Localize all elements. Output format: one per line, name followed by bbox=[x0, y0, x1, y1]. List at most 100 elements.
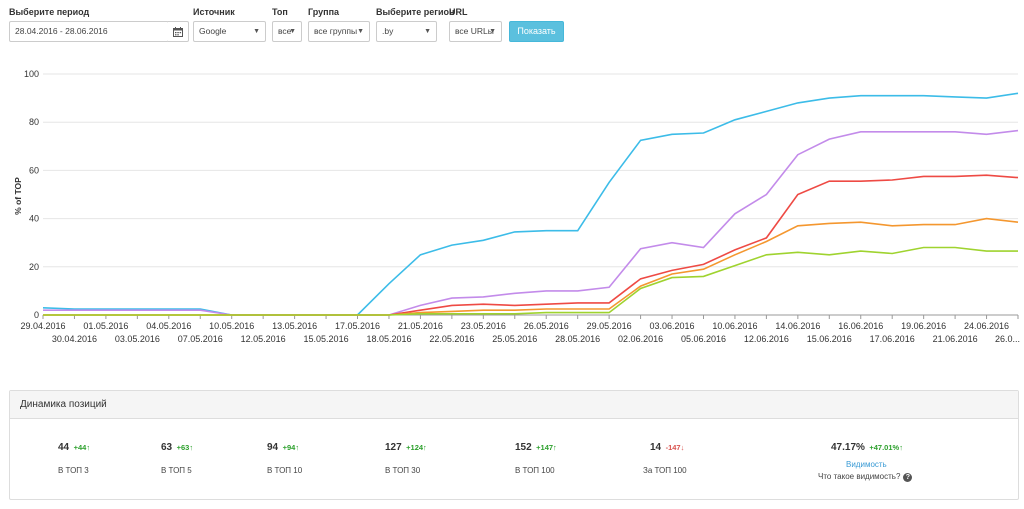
x-tick-label: 13.05.2016 bbox=[272, 321, 317, 331]
chevron-down-icon: ▼ bbox=[357, 28, 364, 35]
stat-value: 63 bbox=[161, 442, 173, 453]
x-tick-label: 26.0... bbox=[995, 334, 1020, 344]
series-line-5 bbox=[43, 246, 1018, 316]
series-line-1 bbox=[42, 92, 1019, 316]
stat-value: 152 bbox=[515, 442, 532, 453]
x-tick-label: 02.06.2016 bbox=[618, 334, 663, 344]
group-select[interactable]: все группы ▼ bbox=[308, 21, 370, 42]
visibility-link[interactable]: Видимость bbox=[846, 460, 887, 469]
source-select[interactable]: Google ▼ bbox=[193, 21, 266, 42]
x-tick-label: 16.06.2016 bbox=[838, 321, 883, 331]
help-icon[interactable]: ? bbox=[903, 473, 913, 482]
x-tick-label: 15.05.2016 bbox=[304, 334, 349, 344]
arrow-down-icon: ↓ bbox=[680, 443, 685, 452]
stat-value: 44 bbox=[58, 442, 70, 453]
region-value: .by bbox=[382, 26, 394, 36]
stat-delta: +44↑ bbox=[73, 443, 91, 452]
x-tick-label: 21.05.2016 bbox=[398, 321, 443, 331]
series-line-2 bbox=[43, 129, 1019, 316]
x-tick-label: 15.06.2016 bbox=[807, 334, 852, 344]
stat-label: В ТОП 10 bbox=[267, 466, 303, 475]
stat-delta: +147↑ bbox=[536, 443, 557, 452]
x-tick-label: 28.05.2016 bbox=[555, 334, 600, 344]
chevron-down-icon: ▼ bbox=[289, 28, 296, 35]
stat-label: В ТОП 3 bbox=[58, 466, 89, 475]
x-tick-label: 23.05.2016 bbox=[461, 321, 506, 331]
stat-delta: -147↓ bbox=[665, 443, 685, 452]
x-tick-label: 18.05.2016 bbox=[366, 334, 411, 344]
period-label: Выберите период bbox=[9, 7, 90, 17]
x-tick-label: 01.05.2016 bbox=[83, 321, 128, 331]
url-select[interactable]: все URLы ▼ bbox=[449, 21, 502, 42]
stat-delta: +94↑ bbox=[282, 443, 300, 452]
visibility-value: 47.17% bbox=[831, 442, 865, 453]
x-tick-label: 10.05.2016 bbox=[209, 321, 254, 331]
filter-bar: Выберите период 28.04.2016 - 28.06.2016 … bbox=[0, 0, 1024, 50]
y-tick-label: 80 bbox=[29, 117, 39, 127]
line-chart: 0 20 40 60 80 100 29.04.2016 30.04.2016 01.05.2… bbox=[13, 69, 1020, 344]
source-label: Источник bbox=[193, 7, 235, 17]
y-tick-label: 60 bbox=[29, 165, 39, 175]
top-select[interactable]: все ▼ bbox=[272, 21, 302, 42]
y-tick-label: 20 bbox=[29, 262, 39, 272]
stat-value: 14 bbox=[650, 442, 662, 453]
calendar-button[interactable] bbox=[168, 21, 189, 42]
region-label: Выберите регион bbox=[376, 7, 455, 17]
x-tick-label: 29.05.2016 bbox=[587, 321, 632, 331]
x-tick-label: 03.05.2016 bbox=[115, 334, 160, 344]
top-value: все bbox=[278, 26, 292, 36]
arrow-up-icon: ↑ bbox=[295, 443, 300, 452]
x-tick-label: 04.05.2016 bbox=[146, 321, 191, 331]
arrow-up-icon: ↑ bbox=[189, 443, 194, 452]
stat-label: В ТОП 30 bbox=[385, 466, 421, 475]
x-tick-label: 26.05.2016 bbox=[524, 321, 569, 331]
x-tick-label: 10.06.2016 bbox=[712, 321, 757, 331]
top-percentage-chart: 0 20 40 60 80 100 29.04.2016 30.04.2016 01.05.2… bbox=[0, 58, 1024, 358]
chart-series bbox=[42, 92, 1019, 316]
visibility-delta: +47.01%↑ bbox=[869, 443, 903, 452]
chevron-down-icon: ▼ bbox=[253, 28, 260, 35]
x-tick-label: 24.06.2016 bbox=[964, 321, 1009, 331]
stat-item: 94 +94↑ bbox=[267, 437, 299, 455]
x-tick-label: 17.05.2016 bbox=[335, 321, 380, 331]
stat-delta: +124↑ bbox=[406, 443, 427, 452]
stat-value: 94 bbox=[267, 442, 279, 453]
y-tick-label: 100 bbox=[24, 69, 39, 79]
arrow-up-icon: ↑ bbox=[423, 443, 427, 452]
stat-item: 63 +63↑ bbox=[161, 437, 193, 455]
x-tick-label: 17.06.2016 bbox=[870, 334, 915, 344]
stat-item: 152 +147↑ bbox=[515, 437, 557, 455]
stat-delta: +63↑ bbox=[176, 443, 194, 452]
arrow-up-icon: ↑ bbox=[899, 443, 903, 452]
visibility-question[interactable]: Что такое видимость?? bbox=[818, 472, 913, 482]
group-value: все группы bbox=[314, 26, 358, 36]
stat-label: В ТОП 100 bbox=[515, 466, 555, 475]
group-label: Группа bbox=[308, 7, 340, 17]
x-tick-label: 07.05.2016 bbox=[178, 334, 223, 344]
chevron-down-icon: ▼ bbox=[424, 28, 431, 35]
x-tick-label: 25.05.2016 bbox=[492, 334, 537, 344]
period-input[interactable]: 28.04.2016 - 28.06.2016 bbox=[9, 21, 169, 42]
positions-dynamics-panel: Динамика позиций 44 +44↑ В ТОП 3 63 +63↑ В … bbox=[9, 390, 1019, 500]
series-line-3 bbox=[43, 174, 1019, 316]
x-tick-label: 12.06.2016 bbox=[744, 334, 789, 344]
stat-value: 127 bbox=[385, 442, 402, 453]
show-button[interactable]: Показать bbox=[509, 21, 564, 42]
panel-title: Динамика позиций bbox=[10, 391, 1018, 419]
stat-item: 127 +124↑ bbox=[385, 437, 427, 455]
region-select[interactable]: .by ▼ bbox=[376, 21, 437, 42]
stat-label: За ТОП 100 bbox=[643, 466, 687, 475]
stat-item: 44 +44↑ bbox=[58, 437, 90, 455]
visibility-stat: 47.17% +47.01%↑ bbox=[831, 437, 903, 455]
chevron-down-icon: ▼ bbox=[489, 28, 496, 35]
x-tick-label: 05.06.2016 bbox=[681, 334, 726, 344]
y-axis-label: % of TOP bbox=[13, 177, 23, 215]
stat-item: 14 -147↓ bbox=[650, 437, 684, 455]
arrow-up-icon: ↑ bbox=[86, 443, 91, 452]
x-tick-label: 29.04.2016 bbox=[20, 321, 65, 331]
source-value: Google bbox=[199, 26, 227, 36]
arrow-up-icon: ↑ bbox=[553, 443, 557, 452]
calendar-icon bbox=[173, 27, 183, 37]
x-tick-label: 22.05.2016 bbox=[429, 334, 474, 344]
x-tick-label: 14.06.2016 bbox=[775, 321, 820, 331]
